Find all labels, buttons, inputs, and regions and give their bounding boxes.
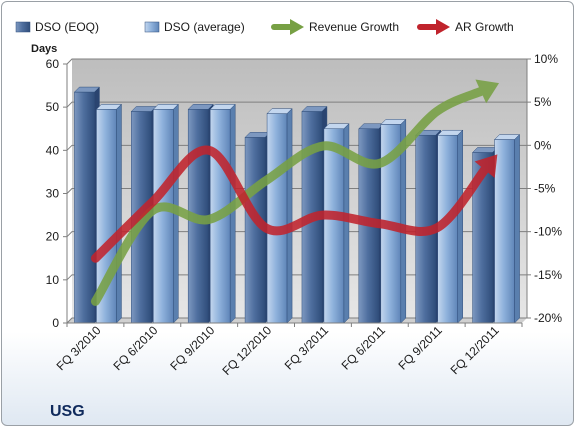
bar-1 xyxy=(437,129,464,324)
legend-swatch xyxy=(144,21,160,33)
bar-front xyxy=(266,113,288,324)
bar-front xyxy=(74,91,95,324)
bar-side xyxy=(116,103,122,324)
x-tick-label: FQ 3/2010 xyxy=(54,323,104,373)
bar-side xyxy=(514,133,520,324)
bar-1 xyxy=(266,108,293,324)
y-right-tick-label: 5% xyxy=(534,95,552,109)
y-left-tick-label: 0 xyxy=(52,316,59,330)
y-left-tick-label: 30 xyxy=(46,187,60,201)
y-right-tick-label: 0% xyxy=(534,138,552,152)
y-left-tick-label: 50 xyxy=(46,100,60,114)
gridline xyxy=(66,58,527,65)
x-tick-label: FQ 6/2010 xyxy=(110,323,160,373)
legend-label: DSO (EOQ) xyxy=(35,20,99,34)
ar-growth-path xyxy=(90,145,490,263)
legend-swatch-arrow xyxy=(436,19,450,35)
legend-label: Revenue Growth xyxy=(309,20,399,34)
revenue-growth-arrowhead xyxy=(475,79,500,104)
company-label: USG xyxy=(50,403,85,420)
bar-side xyxy=(400,118,407,324)
x-tick-label: FQ 12/2011 xyxy=(448,323,502,377)
y-left-axis-title: Days xyxy=(31,43,57,55)
y-left-tick-label: 40 xyxy=(46,143,60,157)
x-tick-label: FQ 12/2010 xyxy=(219,323,274,378)
legend-swatch xyxy=(15,21,31,33)
bar-1 xyxy=(323,123,350,324)
legend-swatch-arrow xyxy=(290,19,304,35)
bar-side xyxy=(343,123,350,324)
y-left-tick-label: 10 xyxy=(46,273,60,287)
revenue-growth-path xyxy=(90,86,486,306)
legend-item-dso-average-: DSO (average) xyxy=(144,20,245,34)
legend-label: DSO (average) xyxy=(164,20,245,34)
y-right-tick-label: 10% xyxy=(534,52,558,66)
x-tick-label: FQ 3/2011 xyxy=(282,323,332,373)
gridline xyxy=(66,101,527,108)
legend-item-dso-eoq-: DSO (EOQ) xyxy=(15,20,99,34)
y-right-tick-label: -5% xyxy=(534,182,556,196)
bar-side xyxy=(229,103,236,324)
bar-front xyxy=(153,109,174,324)
bar-0 xyxy=(73,86,101,324)
bar-side xyxy=(457,129,463,324)
revenue-growth-line xyxy=(90,79,500,306)
growth-lines xyxy=(90,79,500,306)
bar-1 xyxy=(152,103,179,324)
y-right-tick-label: -15% xyxy=(534,268,562,282)
ar-growth-line xyxy=(90,145,498,263)
legend: DSO (EOQ) DSO (average) Revenue Growth AR G… xyxy=(15,19,514,35)
legend-item-ar-growth: AR Growth xyxy=(417,19,514,35)
ar-growth-arrowhead xyxy=(474,154,498,179)
legend-label: AR Growth xyxy=(455,20,514,34)
x-tick-label: FQ 9/2010 xyxy=(167,323,217,373)
x-tick-label: FQ 6/2011 xyxy=(339,323,389,373)
plot-floor xyxy=(67,318,527,323)
bar-side xyxy=(286,108,293,324)
y-left-tick-label: 20 xyxy=(46,230,60,244)
y-left-tick-label: 60 xyxy=(46,57,60,71)
bar-front xyxy=(494,139,515,324)
bar-1 xyxy=(493,133,521,324)
y-right-tick-label: -20% xyxy=(534,311,562,325)
legend-item-revenue-growth: Revenue Growth xyxy=(271,19,399,35)
x-tick-label: FQ 9/2011 xyxy=(395,323,445,373)
y-right-tick-label: -10% xyxy=(534,225,562,239)
bar-front xyxy=(323,128,345,324)
